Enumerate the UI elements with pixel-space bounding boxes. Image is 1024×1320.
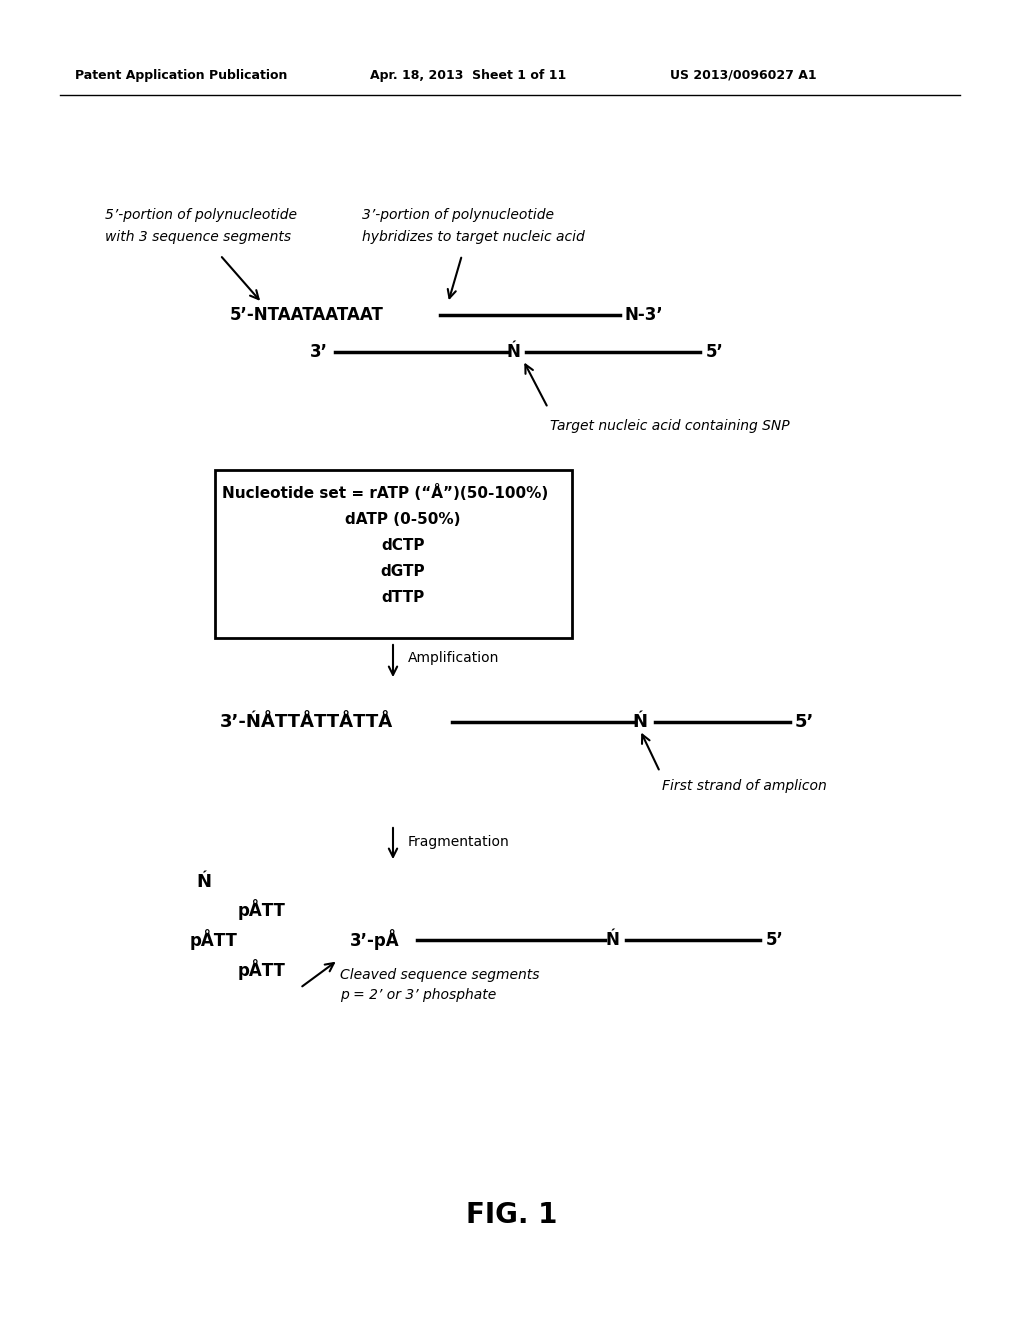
Text: 3’-pÅ: 3’-pÅ	[350, 929, 399, 950]
Text: hybridizes to target nucleic acid: hybridizes to target nucleic acid	[362, 230, 585, 244]
Text: Ń: Ń	[605, 931, 618, 949]
Text: 3’-portion of polynucleotide: 3’-portion of polynucleotide	[362, 209, 554, 222]
Text: Target nucleic acid containing SNP: Target nucleic acid containing SNP	[550, 418, 790, 433]
Text: pÅTT: pÅTT	[238, 899, 286, 920]
Text: dTTP: dTTP	[381, 590, 425, 605]
Text: 5’: 5’	[766, 931, 784, 949]
Text: pÅTT: pÅTT	[190, 929, 238, 950]
Text: 5’: 5’	[706, 343, 724, 360]
Text: US 2013/0096027 A1: US 2013/0096027 A1	[670, 69, 816, 82]
Text: dCTP: dCTP	[381, 537, 425, 553]
Text: FIG. 1: FIG. 1	[466, 1201, 558, 1229]
Text: 5’: 5’	[795, 713, 814, 731]
Text: Apr. 18, 2013  Sheet 1 of 11: Apr. 18, 2013 Sheet 1 of 11	[370, 69, 566, 82]
Bar	[215, 470, 572, 638]
Text: Patent Application Publication: Patent Application Publication	[75, 69, 288, 82]
Text: N-3’: N-3’	[625, 306, 664, 323]
Text: 3’-ŃÅTTÅTTÅTTÅ: 3’-ŃÅTTÅTTÅTTÅ	[220, 713, 393, 731]
Text: Ń: Ń	[633, 713, 647, 731]
Text: 3’: 3’	[310, 343, 328, 360]
Text: with 3 sequence segments: with 3 sequence segments	[105, 230, 291, 244]
Text: pÅTT: pÅTT	[238, 960, 286, 981]
Text: Cleaved sequence segments: Cleaved sequence segments	[340, 968, 540, 982]
Text: First strand of amplicon: First strand of amplicon	[662, 779, 826, 793]
Text: Ń: Ń	[506, 343, 520, 360]
Text: Fragmentation: Fragmentation	[408, 836, 510, 849]
Text: Nucleotide set = rATP (“Å”)(50-100%): Nucleotide set = rATP (“Å”)(50-100%)	[222, 484, 548, 502]
Text: 5’-portion of polynucleotide: 5’-portion of polynucleotide	[105, 209, 297, 222]
Text: dGTP: dGTP	[381, 564, 425, 578]
Text: p = 2’ or 3’ phosphate: p = 2’ or 3’ phosphate	[340, 987, 497, 1002]
Text: Amplification: Amplification	[408, 651, 500, 665]
Text: Ń: Ń	[196, 873, 211, 891]
Text: 5’-NTAATAATAAT: 5’-NTAATAATAAT	[230, 306, 384, 323]
Text: dATP (0-50%): dATP (0-50%)	[345, 511, 461, 527]
